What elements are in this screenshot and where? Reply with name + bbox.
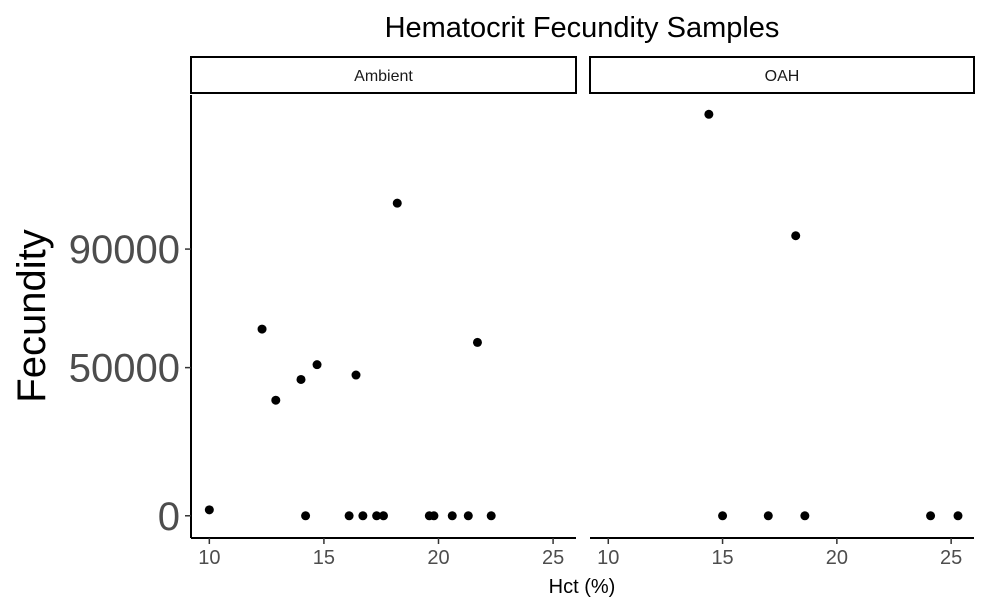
data-point [429,511,439,521]
y-axis-label: Fecundity [10,229,54,402]
strip-label-ambient: Ambient [354,68,413,85]
data-point [486,511,496,521]
data-point [257,324,267,334]
x-axis-label: Hct (%) [549,576,616,598]
data-point [800,511,810,521]
strip-oah [589,56,975,94]
panel-oah: OAH 10 15 20 25 [589,56,975,569]
x-ticks-ambient: 10 15 20 25 [198,538,564,569]
data-point [351,370,361,380]
panel-ambient: Ambient 10 15 20 25 [190,56,577,569]
data-point [926,511,936,521]
data-point [271,395,281,405]
y-tick-label: 0 [158,495,180,539]
strip-label-oah: OAH [765,68,800,85]
chart-title: Hematocrit Fecundity Samples [385,12,780,44]
y-tick-label: 90000 [69,228,180,272]
data-point [301,511,311,521]
points-oah [704,109,963,521]
x-tick-label: 20 [826,547,848,569]
data-point [344,511,354,521]
data-point [372,511,382,521]
x-tick-label: 15 [313,547,335,569]
data-point [704,109,714,119]
data-point [447,511,457,521]
data-point [718,511,728,521]
x-tick-label: 20 [427,547,449,569]
points-ambient [204,198,496,521]
data-point [312,360,322,370]
x-tick-label: 15 [711,547,733,569]
data-point [472,337,482,347]
data-point [392,198,402,208]
x-tick-label: 10 [198,547,220,569]
data-point [358,511,368,521]
data-point [953,511,963,521]
x-ticks-oah: 10 15 20 25 [597,538,962,569]
data-point [791,231,801,241]
data-point [204,505,214,515]
y-tick-label: 50000 [69,347,180,391]
data-point [463,511,473,521]
x-tick-label: 25 [940,547,962,569]
data-point [763,511,773,521]
data-point [379,511,388,521]
x-tick-label: 25 [542,547,564,569]
y-ticks: 0 50000 90000 [69,228,191,539]
strip-ambient [190,56,577,94]
x-tick-label: 10 [597,547,619,569]
data-point [296,374,306,384]
